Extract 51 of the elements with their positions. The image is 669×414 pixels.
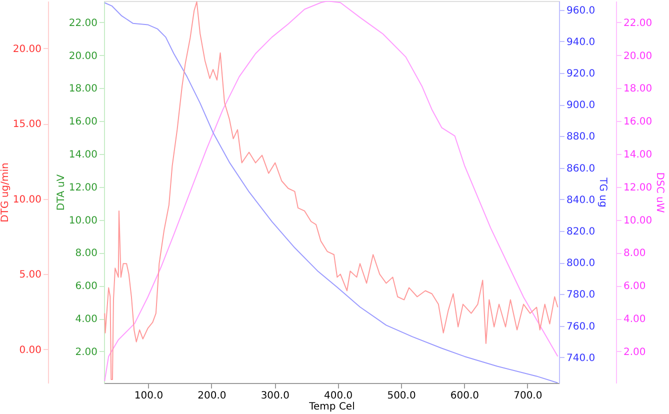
text: DSC uW: [654, 172, 666, 213]
text: 8.00: [624, 248, 646, 260]
text: 18.00: [624, 84, 652, 95]
y2-tick-label: 860.0: [566, 163, 596, 174]
y2-axis-title: TG ug: [597, 176, 608, 208]
y3-tick-label: 5.00: [19, 270, 42, 281]
y3-tick-label: 0.00: [19, 344, 42, 356]
x-tick-label: 400.0: [324, 390, 353, 402]
y2-tick-label: 960.0: [566, 5, 596, 16]
y2-tick-label: 940.0: [566, 36, 596, 48]
y-tick-label: 4.00: [75, 314, 98, 326]
y-tick-label: 2.00: [75, 346, 98, 358]
y-tick-label: 10.00: [68, 215, 98, 226]
y-tick-label: 16.00: [68, 116, 98, 128]
y2-tick-label: 900.0: [566, 100, 596, 112]
y2-tick-label: 740.0: [566, 352, 596, 364]
y-tick-label: 14.00: [68, 149, 98, 160]
x-tick-label: 300.0: [260, 390, 290, 402]
text: 14.00: [624, 149, 652, 160]
y2-tick-label: 920.0: [566, 68, 596, 80]
text: 20.00: [624, 50, 652, 62]
x-axis-title: Temp Cel: [308, 402, 355, 412]
text: 4.00: [624, 314, 646, 326]
text: 22.00: [624, 18, 652, 29]
y2-tick-label: 840.0: [566, 194, 596, 206]
x-tick-label: 200.0: [198, 390, 226, 402]
x-tick-label: 500.0: [387, 390, 416, 402]
y2-tick-label: 820.0: [566, 226, 596, 238]
y2-tick-label: 800.0: [566, 258, 596, 270]
x-tick-label: 100.0: [134, 390, 164, 402]
y-tick-label: 8.00: [75, 248, 98, 260]
y3-axis-title: DTG ug/min: [0, 162, 11, 222]
y-tick-label: 20.00: [68, 50, 98, 62]
y-tick-label: 18.00: [68, 84, 98, 95]
y-tick-label: 22.00: [68, 18, 98, 29]
y2-tick-label: 880.0: [566, 132, 596, 143]
x-tick-label: 700.0: [514, 390, 542, 402]
y3-tick-label: 10.00: [12, 194, 42, 206]
y3-tick-label: 15.00: [12, 119, 42, 130]
text: 2.00: [624, 346, 646, 358]
text: 12.00: [624, 182, 652, 194]
text: 6.00: [624, 281, 646, 292]
text: 16.00: [624, 116, 652, 128]
y3-tick-label: 20.00: [12, 44, 42, 55]
text: 10.00: [624, 215, 652, 226]
y2-tick-label: 760.0: [566, 321, 596, 332]
y2-tick-label: 780.0: [566, 290, 596, 301]
y-tick-label: 6.00: [75, 281, 98, 292]
x-tick-label: 600.0: [450, 390, 480, 402]
y-axis-title: DTA uV: [56, 174, 67, 211]
y-tick-label: 12.00: [68, 182, 98, 194]
